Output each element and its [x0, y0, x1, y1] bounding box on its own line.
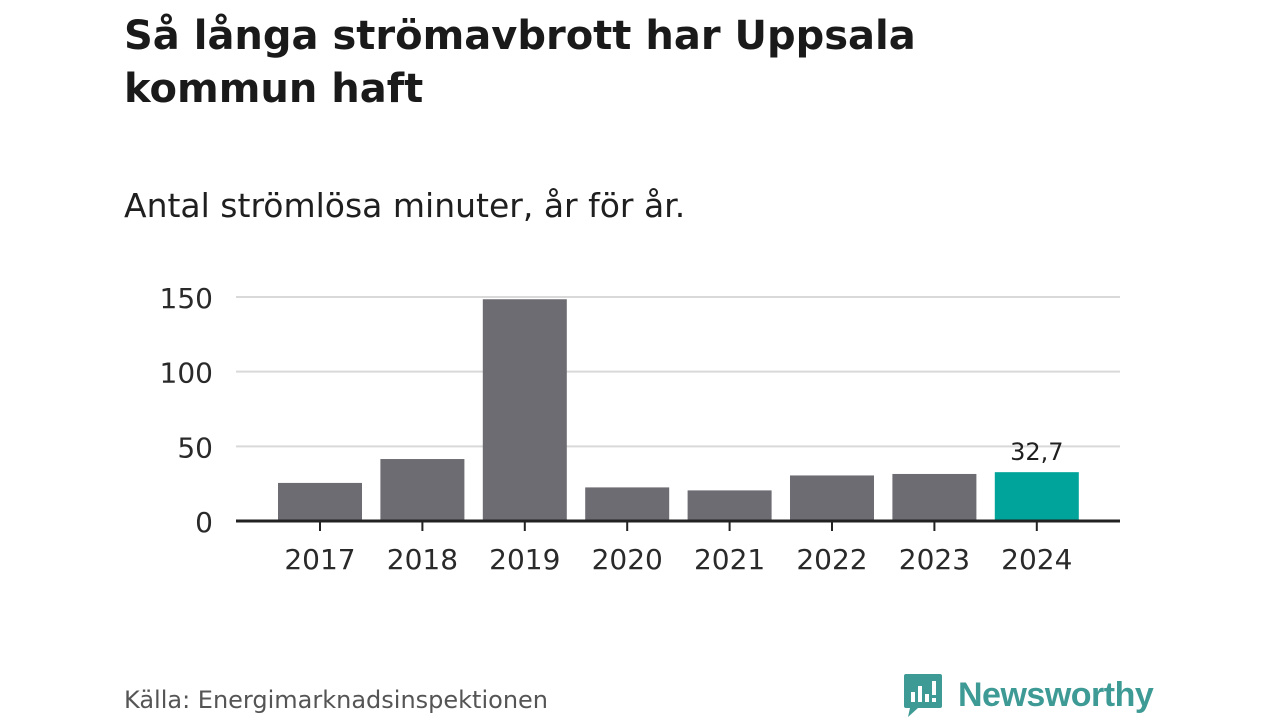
- y-tick-label: 100: [160, 357, 213, 390]
- y-tick-label: 150: [160, 282, 213, 315]
- bar-2022: [790, 475, 874, 521]
- y-tick-label: 0: [195, 506, 213, 539]
- x-tick-label: 2021: [694, 543, 765, 576]
- bar-2020: [585, 487, 670, 521]
- chart-title: Så långa strömavbrott har Uppsala kommun…: [124, 13, 916, 112]
- bar-2023: [892, 473, 977, 521]
- bar-2021: [687, 490, 772, 521]
- x-tick-label: 2018: [387, 543, 458, 576]
- x-tick-label: 2023: [899, 543, 970, 576]
- bar-chart: 0 50 100 150 2017 2018 2019 2020 2021 2022 2023 202…: [160, 282, 1120, 576]
- bar-2017: [278, 482, 362, 521]
- bar-chart-logo-icon: [904, 674, 942, 717]
- x-tick-label: 2020: [592, 543, 663, 576]
- data-label: 32,7: [1010, 438, 1063, 466]
- chart-subtitle: Antal strömlösa minuter, år för år.: [124, 186, 686, 225]
- bar-2018: [380, 459, 465, 521]
- x-tick-label: 2019: [489, 543, 560, 576]
- brand-name: Newsworthy: [958, 675, 1154, 714]
- source-note: Källa: Energimarknadsinspektionen: [124, 686, 549, 714]
- bar-2024: [994, 472, 1079, 521]
- bar-2019: [482, 299, 567, 521]
- newsworthy-brand: Newsworthy: [902, 672, 1154, 718]
- x-tick-label: 2022: [796, 543, 867, 576]
- x-tick-label: 2017: [284, 543, 355, 576]
- y-tick-label: 50: [177, 431, 213, 464]
- x-tick-label: 2024: [1001, 543, 1072, 576]
